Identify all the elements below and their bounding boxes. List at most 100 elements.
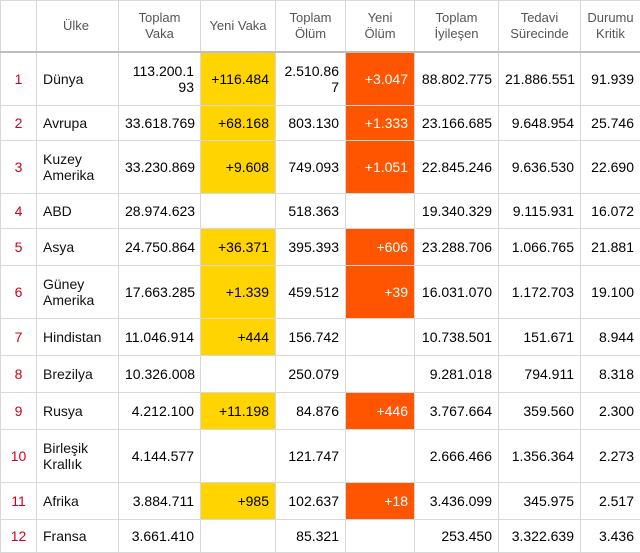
total-deaths: 2.510.867 bbox=[276, 52, 346, 106]
table-row: 1 Dünya 113.200.193 +116.484 2.510.867 +… bbox=[1, 52, 640, 106]
new-deaths: +446 bbox=[346, 393, 415, 430]
table-row: 9 Rusya 4.212.100 +11.198 84.876 +446 3.… bbox=[1, 393, 640, 430]
recovered: 253.450 bbox=[415, 520, 499, 553]
row-number: 6 bbox=[1, 266, 37, 319]
critical-cases: 19.100 bbox=[581, 266, 640, 319]
header-total-deaths[interactable]: Toplam Ölüm bbox=[276, 1, 346, 53]
table-row: 5 Asya 24.750.864 +36.371 395.393 +606 2… bbox=[1, 229, 640, 266]
new-deaths: +1.333 bbox=[346, 106, 415, 141]
total-cases: 11.046.914 bbox=[119, 319, 201, 356]
active-cases: 9.648.954 bbox=[499, 106, 581, 141]
new-deaths: +39 bbox=[346, 266, 415, 319]
new-cases: +9.608 bbox=[201, 141, 276, 194]
row-number: 8 bbox=[1, 356, 37, 393]
header-new-cases[interactable]: Yeni Vaka bbox=[201, 1, 276, 53]
total-cases: 3.661.410 bbox=[119, 520, 201, 553]
country-name: ABD bbox=[37, 194, 119, 229]
total-deaths: 84.876 bbox=[276, 393, 346, 430]
header-num bbox=[1, 1, 37, 53]
row-number: 3 bbox=[1, 141, 37, 194]
total-cases: 28.974.623 bbox=[119, 194, 201, 229]
critical-cases: 2.300 bbox=[581, 393, 640, 430]
row-number: 11 bbox=[1, 483, 37, 520]
row-number: 12 bbox=[1, 520, 37, 553]
table-row: 3 Kuzey Amerika 33.230.869 +9.608 749.09… bbox=[1, 141, 640, 194]
recovered: 3.436.099 bbox=[415, 483, 499, 520]
country-name: Rusya bbox=[37, 393, 119, 430]
recovered: 9.281.018 bbox=[415, 356, 499, 393]
header-row: Ülke Toplam Vaka Yeni Vaka Toplam Ölüm Y… bbox=[1, 1, 640, 53]
new-deaths: +606 bbox=[346, 229, 415, 266]
critical-cases: 91.939 bbox=[581, 52, 640, 106]
row-number: 2 bbox=[1, 106, 37, 141]
recovered: 22.845.246 bbox=[415, 141, 499, 194]
country-name: Avrupa bbox=[37, 106, 119, 141]
total-cases: 17.663.285 bbox=[119, 266, 201, 319]
total-cases: 33.618.769 bbox=[119, 106, 201, 141]
total-cases: 10.326.008 bbox=[119, 356, 201, 393]
recovered: 23.166.685 bbox=[415, 106, 499, 141]
new-cases: +36.371 bbox=[201, 229, 276, 266]
critical-cases: 25.746 bbox=[581, 106, 640, 141]
total-cases: 4.144.577 bbox=[119, 430, 201, 483]
total-cases: 33.230.869 bbox=[119, 141, 201, 194]
total-deaths: 121.747 bbox=[276, 430, 346, 483]
header-country[interactable]: Ülke bbox=[37, 1, 119, 53]
row-number: 9 bbox=[1, 393, 37, 430]
active-cases: 1.356.364 bbox=[499, 430, 581, 483]
new-deaths: +1.051 bbox=[346, 141, 415, 194]
row-number: 4 bbox=[1, 194, 37, 229]
total-deaths: 749.093 bbox=[276, 141, 346, 194]
table-row: 8 Brezilya 10.326.008 250.079 9.281.018 … bbox=[1, 356, 640, 393]
total-deaths: 102.637 bbox=[276, 483, 346, 520]
total-cases: 113.200.193 bbox=[119, 52, 201, 106]
critical-cases: 2.273 bbox=[581, 430, 640, 483]
new-cases: +68.168 bbox=[201, 106, 276, 141]
new-cases: +116.484 bbox=[201, 52, 276, 106]
total-cases: 3.884.711 bbox=[119, 483, 201, 520]
new-deaths bbox=[346, 194, 415, 229]
header-total-cases[interactable]: Toplam Vaka bbox=[119, 1, 201, 53]
new-deaths bbox=[346, 319, 415, 356]
active-cases: 345.975 bbox=[499, 483, 581, 520]
total-deaths: 803.130 bbox=[276, 106, 346, 141]
critical-cases: 3.436 bbox=[581, 520, 640, 553]
active-cases: 1.066.765 bbox=[499, 229, 581, 266]
row-number: 1 bbox=[1, 52, 37, 106]
country-name: Hindistan bbox=[37, 319, 119, 356]
total-deaths: 459.512 bbox=[276, 266, 346, 319]
total-deaths: 156.742 bbox=[276, 319, 346, 356]
new-cases bbox=[201, 520, 276, 553]
country-name: Güney Amerika bbox=[37, 266, 119, 319]
total-deaths: 85.321 bbox=[276, 520, 346, 553]
table-row: 10 Birleşik Krallık 4.144.577 121.747 2.… bbox=[1, 430, 640, 483]
country-name: Birleşik Krallık bbox=[37, 430, 119, 483]
active-cases: 794.911 bbox=[499, 356, 581, 393]
header-critical[interactable]: Durumu Kritik bbox=[581, 1, 640, 53]
recovered: 23.288.706 bbox=[415, 229, 499, 266]
critical-cases: 2.517 bbox=[581, 483, 640, 520]
recovered: 10.738.501 bbox=[415, 319, 499, 356]
total-deaths: 395.393 bbox=[276, 229, 346, 266]
critical-cases: 22.690 bbox=[581, 141, 640, 194]
critical-cases: 16.072 bbox=[581, 194, 640, 229]
table-row: 6 Güney Amerika 17.663.285 +1.339 459.51… bbox=[1, 266, 640, 319]
active-cases: 9.636.530 bbox=[499, 141, 581, 194]
recovered: 88.802.775 bbox=[415, 52, 499, 106]
table-row: 12 Fransa 3.661.410 85.321 253.450 3.322… bbox=[1, 520, 640, 553]
header-new-deaths[interactable]: Yeni Ölüm bbox=[346, 1, 415, 53]
recovered: 2.666.466 bbox=[415, 430, 499, 483]
row-number: 10 bbox=[1, 430, 37, 483]
active-cases: 359.560 bbox=[499, 393, 581, 430]
new-cases: +985 bbox=[201, 483, 276, 520]
new-cases bbox=[201, 356, 276, 393]
new-cases bbox=[201, 194, 276, 229]
header-active[interactable]: Tedavi Sürecinde bbox=[499, 1, 581, 53]
row-number: 7 bbox=[1, 319, 37, 356]
table-row: 4 ABD 28.974.623 518.363 19.340.329 9.11… bbox=[1, 194, 640, 229]
active-cases: 3.322.639 bbox=[499, 520, 581, 553]
country-name: Fransa bbox=[37, 520, 119, 553]
country-name: Afrika bbox=[37, 483, 119, 520]
header-recovered[interactable]: Toplam İyileşen bbox=[415, 1, 499, 53]
recovered: 19.340.329 bbox=[415, 194, 499, 229]
